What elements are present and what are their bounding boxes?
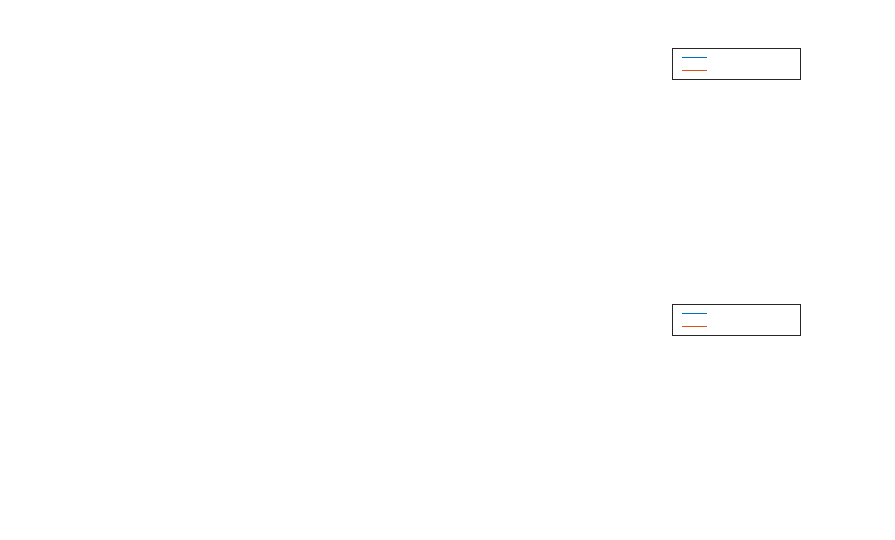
legend-item-adaptive-mpc (682, 320, 796, 333)
velocity-legend (672, 304, 801, 336)
legend-item-nonlinear-mpc (682, 307, 796, 320)
nonlinear-mpc-line-sample (682, 313, 707, 314)
legend-item-nonlinear-mpc (682, 51, 796, 64)
adaptive-mpc-line-sample (682, 326, 707, 327)
nonlinear-mpc-line-sample (682, 57, 707, 58)
adaptive-mpc-line-sample (682, 70, 707, 71)
legend-item-adaptive-mpc (682, 64, 796, 77)
acceleration-legend (672, 48, 801, 80)
